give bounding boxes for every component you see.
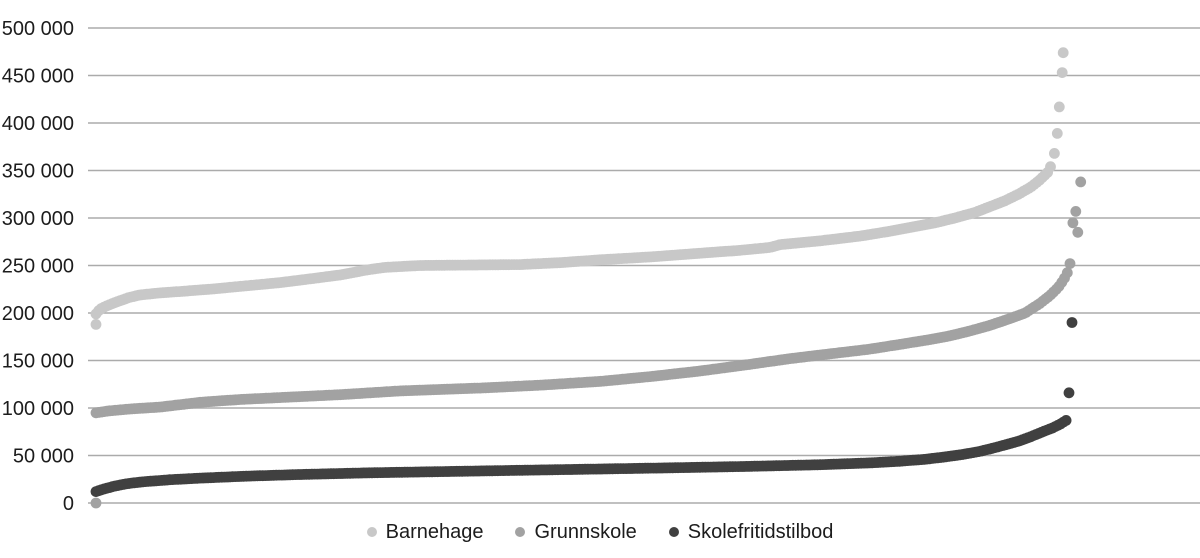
series-dots	[90, 47, 1087, 509]
legend-marker-icon	[668, 527, 679, 537]
legend-label: Grunnskole	[534, 520, 637, 543]
gridlines	[88, 27, 1200, 504]
legend-label: Skolefritidstilbod	[687, 520, 834, 543]
y-axis-tick-label: 0	[63, 493, 74, 515]
y-axis-tick-label: 450 000	[2, 66, 74, 88]
y-axis-tick-label: 200 000	[2, 303, 74, 325]
y-axis-tick-label: 150 000	[2, 351, 74, 373]
legend-item-barnehage: Barnehage	[366, 520, 484, 544]
series-grunnskole	[90, 176, 1087, 509]
y-axis-tick-label: 350 000	[2, 161, 74, 183]
legend-item-grunnskole: Grunnskole	[515, 520, 637, 544]
legend-marker-icon	[515, 527, 526, 537]
chart-legend: Barnehage Grunnskole Skolefritidstilbod	[0, 515, 1200, 549]
y-axis-tick-label: 100 000	[2, 398, 74, 420]
series-barnehage	[90, 47, 1069, 330]
series-skolefritidstilbod	[90, 317, 1078, 497]
legend-label: Barnehage	[385, 520, 484, 543]
y-axis-tick-label: 250 000	[2, 256, 74, 278]
y-axis-tick-label: 50 000	[13, 446, 74, 468]
y-axis-tick-labels: 0 50 000 100 000 150 000 200 000 250 000 300 0…	[2, 18, 74, 515]
y-axis-tick-label: 300 000	[2, 208, 74, 230]
y-axis-tick-label: 500 000	[2, 18, 74, 40]
legend-marker-icon	[366, 527, 377, 537]
legend-item-skolefritidstilbod: Skolefritidstilbod	[668, 520, 834, 544]
y-axis-tick-label: 400 000	[2, 113, 74, 135]
